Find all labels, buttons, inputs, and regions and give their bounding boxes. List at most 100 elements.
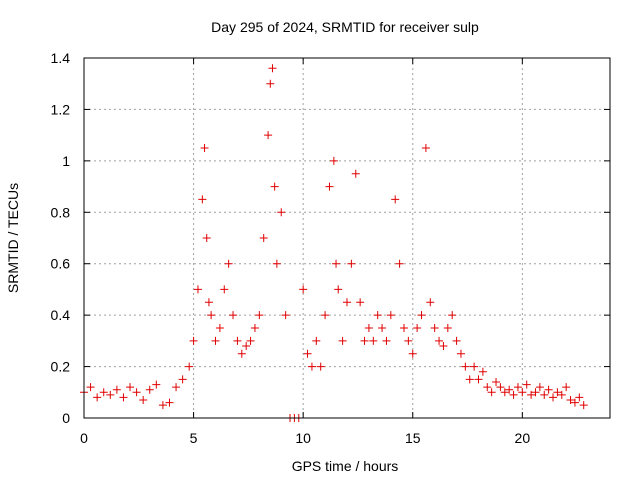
data-point: [378, 324, 387, 332]
x-axis-label: GPS time / hours: [292, 458, 399, 474]
grid-lines: [84, 58, 610, 418]
data-point: [347, 259, 356, 268]
data-point: [369, 336, 378, 345]
data-point: [119, 393, 128, 402]
y-tick-label: 1: [62, 153, 70, 169]
data-point: [200, 144, 209, 152]
data-point: [470, 362, 479, 371]
data-point: [360, 336, 369, 345]
data-point: [272, 259, 281, 268]
data-point: [255, 311, 264, 320]
data-point: [421, 144, 430, 152]
data-point: [126, 383, 135, 392]
data-point: [544, 385, 553, 394]
data-point: [522, 380, 531, 389]
data-point: [202, 234, 211, 242]
data-point: [185, 362, 194, 371]
data-point: [356, 298, 365, 307]
data-point: [531, 388, 540, 397]
data-point: [158, 401, 167, 410]
data-point: [220, 285, 229, 294]
data-point: [553, 388, 562, 397]
data-point: [496, 383, 505, 392]
data-point: [395, 259, 404, 268]
data-point: [382, 336, 391, 345]
data-point: [204, 298, 213, 307]
data-point: [540, 390, 549, 399]
data-point: [456, 349, 465, 358]
y-axis-label: SRMTID / TECUs: [5, 183, 21, 293]
data-point: [270, 182, 279, 191]
data-point: [207, 311, 216, 320]
data-point: [439, 342, 448, 350]
data-point: [364, 324, 373, 332]
data-point: [549, 393, 558, 402]
data-point: [250, 324, 259, 332]
data-point: [281, 311, 290, 320]
data-point: [430, 324, 439, 332]
data-point: [562, 383, 571, 392]
data-point: [268, 64, 277, 73]
data-point: [193, 285, 202, 294]
data-point: [259, 234, 268, 242]
data-point: [343, 298, 351, 307]
x-ticks: 0 5 10 15 20: [80, 58, 530, 446]
data-points: [80, 64, 588, 422]
data-point: [172, 383, 181, 392]
y-tick-label: 0.8: [51, 204, 71, 220]
data-point: [351, 169, 360, 178]
data-point: [426, 298, 435, 307]
data-point: [391, 195, 400, 204]
data-point: [527, 390, 536, 399]
data-point: [139, 396, 148, 404]
data-point: [86, 383, 95, 392]
chart-title: Day 295 of 2024, SRMTID for receiver sul…: [211, 19, 479, 35]
data-point: [505, 385, 514, 394]
y-tick-label: 0.6: [51, 256, 71, 272]
data-point: [211, 336, 220, 345]
x-tick-label: 20: [515, 430, 531, 446]
data-point: [303, 349, 312, 358]
data-point: [404, 336, 413, 345]
data-point: [579, 401, 588, 410]
data-point: [266, 79, 275, 88]
data-point: [417, 311, 426, 320]
data-point: [246, 336, 255, 345]
data-point: [215, 324, 224, 332]
data-point: [535, 383, 544, 392]
data-point: [93, 393, 102, 402]
data-point: [189, 336, 198, 345]
data-point: [461, 362, 470, 371]
data-point: [373, 311, 382, 320]
data-point: [557, 390, 566, 399]
data-point: [264, 131, 273, 140]
data-point: [452, 336, 461, 345]
data-point: [242, 342, 251, 350]
data-point: [325, 182, 334, 191]
y-tick-label: 0.2: [51, 359, 71, 375]
data-point: [233, 336, 242, 345]
data-point: [478, 367, 487, 376]
data-point: [575, 393, 584, 402]
data-point: [277, 208, 286, 217]
data-point: [299, 285, 308, 294]
data-point: [321, 311, 330, 320]
y-tick-label: 0: [62, 410, 70, 426]
data-point: [165, 398, 174, 407]
data-point: [99, 388, 108, 397]
data-point: [132, 388, 141, 397]
data-point: [334, 285, 343, 294]
data-point: [198, 195, 207, 204]
x-tick-label: 15: [405, 430, 421, 446]
data-point: [500, 388, 509, 397]
data-point: [570, 398, 579, 407]
data-point: [408, 349, 417, 358]
data-point: [483, 383, 492, 392]
data-point: [566, 396, 575, 404]
data-point: [492, 378, 501, 386]
data-point: [312, 336, 321, 345]
data-point: [178, 375, 187, 384]
data-point: [237, 349, 246, 358]
data-point: [316, 362, 325, 371]
data-point: [307, 362, 316, 371]
